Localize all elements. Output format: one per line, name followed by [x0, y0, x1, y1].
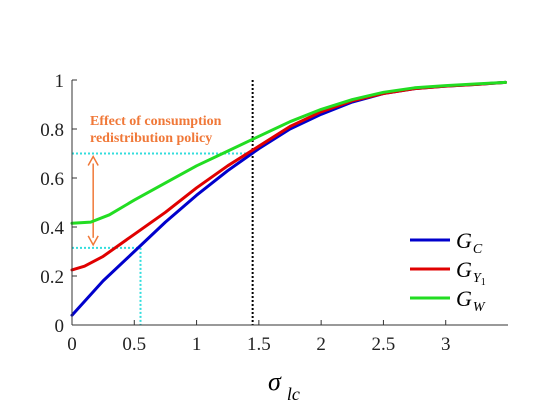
policy-arrow-head-up [87, 154, 99, 166]
x-axis-label-subscript: lc [287, 384, 300, 404]
axes-layer: 0 0.5 1 1.5 2 2.5 3 0 0.2 0.4 0.6 0.8 1 [40, 71, 508, 355]
x-tick-label-5: 2.5 [372, 334, 396, 355]
x-tick-label-6: 3 [441, 334, 451, 355]
x-axis-label-symbol: σ [268, 367, 282, 396]
y-tick-label-3: 0.6 [40, 169, 64, 190]
x-tick-label-3: 1.5 [247, 334, 271, 355]
x-axis-label: σ lc [268, 367, 300, 404]
reference-layer [72, 80, 254, 325]
y-tick-label-5: 1 [55, 71, 65, 92]
x-tick-label-4: 2 [316, 334, 326, 355]
legend-label-1: GY1 [456, 257, 486, 288]
y-tick-label-2: 0.4 [40, 218, 64, 239]
y-tick-label-4: 0.8 [40, 120, 64, 141]
x-tick-label-2: 1 [192, 334, 202, 355]
legend-label-0: GC [456, 228, 483, 257]
annotation-line-1: Effect of consumption [90, 114, 222, 129]
series-line-2 [70, 80, 507, 225]
legend-label-2: GW [456, 286, 486, 315]
policy-arrow-head-down [87, 235, 99, 247]
y-tick-label-1: 0.2 [40, 267, 64, 288]
annotation-line-2: redistribution policy [90, 131, 212, 146]
y-tick-label-0: 0 [55, 316, 65, 337]
x-tick-label-1: 0.5 [122, 334, 146, 355]
x-tick-label-0: 0 [67, 334, 77, 355]
series-layer [70, 80, 507, 317]
series-line-1 [70, 80, 507, 272]
